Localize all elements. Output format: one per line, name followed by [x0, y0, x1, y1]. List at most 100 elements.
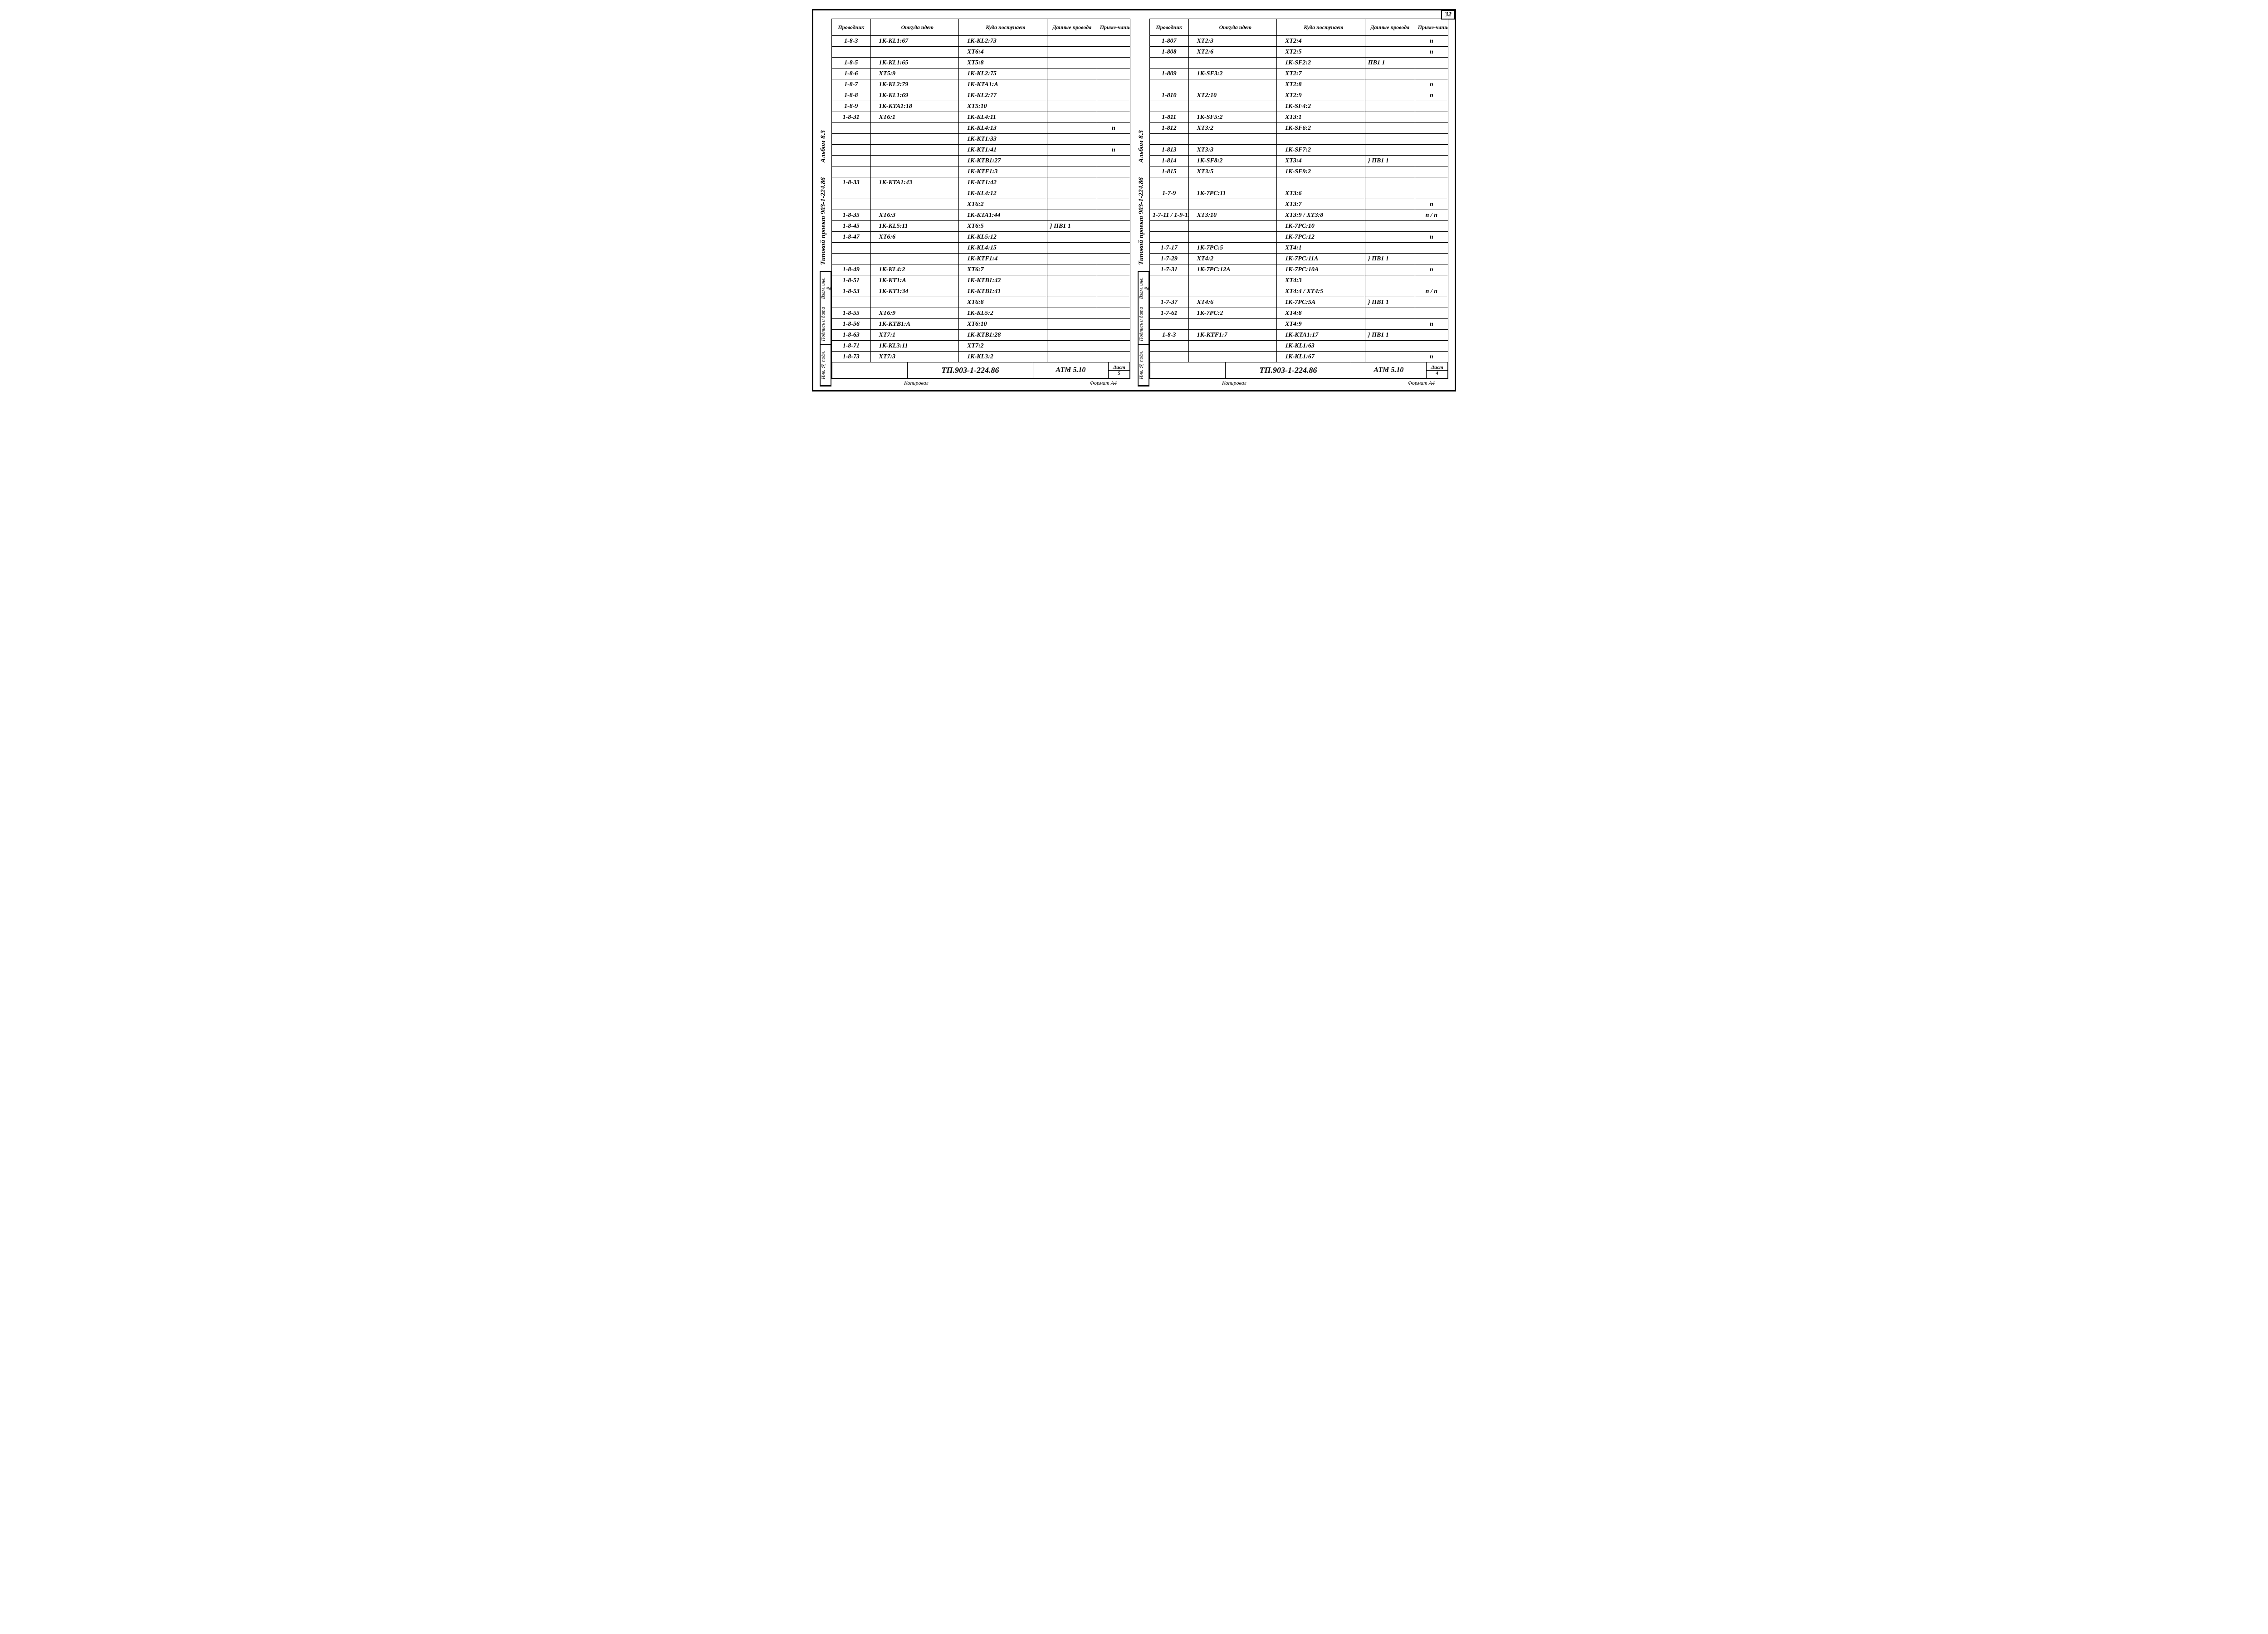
footer-format: Формат А4: [1408, 380, 1435, 386]
cell: [1047, 90, 1097, 101]
table-row: 1-8-31К-КТF1:71К-КТА1:17} ПВ1 1: [1150, 330, 1448, 341]
cell: 1-8-6: [832, 68, 871, 79]
cell: [1188, 232, 1277, 243]
cell: 1К-КТF1:3: [959, 166, 1047, 177]
cell: } ПВ1 1: [1365, 254, 1415, 264]
cell: ХТ6:1: [870, 112, 959, 123]
tb-sheet-number: 4: [1436, 371, 1438, 376]
table-row: 1-8-451К-KL5:11ХТ6:5} ПВ1 1: [832, 221, 1130, 232]
cell: 1-815: [1150, 166, 1189, 177]
cell: ХТ3:2: [1188, 123, 1277, 134]
cell: [1097, 341, 1130, 352]
table-row: 1-807ХТ2:3ХТ2:4п: [1150, 36, 1448, 47]
cell: ХТ2:4: [1277, 36, 1365, 47]
tb-atm-code: АТМ 5.10: [1351, 362, 1426, 378]
tb-sheet-box: Лист 4: [1426, 362, 1447, 378]
footer-copied: Копировал: [1222, 380, 1246, 386]
cell: 1К-КТВ1:А: [870, 319, 959, 330]
th-from: Откуда идет: [870, 19, 959, 36]
right-panel: Альбом 8.3 Типовой проект 903-1-224.86 В…: [1138, 19, 1448, 386]
cell: п: [1415, 319, 1448, 330]
page-number: 32: [1441, 10, 1456, 20]
cell: 1К-KL4:2: [870, 264, 959, 275]
table-row: 1-810ХТ2:10ХТ2:9п: [1150, 90, 1448, 101]
cell: [1365, 188, 1415, 199]
cell: 1К-SF8:2: [1188, 156, 1277, 166]
cell: [1150, 221, 1189, 232]
table-row: 1-8-331К-КТА1:431К-КТ1:42: [832, 177, 1130, 188]
cell: [1097, 47, 1130, 58]
table-row: ХТ6:2: [832, 199, 1130, 210]
connections-table-right: Проводник Откуда идет Куда поступает Дан…: [1149, 19, 1448, 362]
cell: [1365, 112, 1415, 123]
cell: ХТ4:3: [1277, 275, 1365, 286]
th-to: Куда поступает: [1277, 19, 1365, 36]
table-row: 1К-SF2:2ПВ1 1: [1150, 58, 1448, 68]
cell: [870, 297, 959, 308]
cell: [1365, 210, 1415, 221]
cell: 1К-КТ1:41: [959, 145, 1047, 156]
cell: [1415, 123, 1448, 134]
cell: ХТ4:1: [1277, 243, 1365, 254]
tb-drawing-code: ТП.903-1-224.86: [907, 362, 1032, 378]
cell: п: [1415, 199, 1448, 210]
cell: [1150, 79, 1189, 90]
cell: 1К-KL2:79: [870, 79, 959, 90]
cell: 1К-КТА1:А: [959, 79, 1047, 90]
cell: ХТ3:6: [1277, 188, 1365, 199]
cell: [1365, 79, 1415, 90]
cell: } ПВ1 1: [1365, 156, 1415, 166]
cell: [1047, 330, 1097, 341]
tb-sheet-label: Лист: [1109, 365, 1129, 371]
cell: [1097, 330, 1130, 341]
cell: ХТ6:5: [959, 221, 1047, 232]
cell: 1К-КТВ1:41: [959, 286, 1047, 297]
cell: [1097, 134, 1130, 145]
table-row: 1-8-491К-KL4:2ХТ6:7: [832, 264, 1130, 275]
left-side-labels: Альбом 8.3 Типовой проект 903-1-224.86 В…: [820, 19, 830, 386]
cell: [1047, 156, 1097, 166]
cell: [1277, 177, 1365, 188]
cell: [1415, 221, 1448, 232]
cell: 1К-КТВ1:27: [959, 156, 1047, 166]
cell: п / п: [1415, 286, 1448, 297]
table-row: 1-8-35ХТ6:31К-КТА1:44: [832, 210, 1130, 221]
cell: п: [1415, 264, 1448, 275]
cell: ХТ4:4 / ХТ4:5: [1277, 286, 1365, 297]
cell: 1-7-37: [1150, 297, 1189, 308]
cell: 1-7-31: [1150, 264, 1189, 275]
cell: [870, 166, 959, 177]
cell: ХТ2:10: [1188, 90, 1277, 101]
cell: ХТ2:6: [1188, 47, 1277, 58]
cell: [832, 166, 871, 177]
table-row: 1К-KL4:12: [832, 188, 1130, 199]
side-cell: Взам. инв. №: [1139, 272, 1149, 304]
table-row: 1-7-29ХТ4:21К-7РС:11А} ПВ1 1: [1150, 254, 1448, 264]
cell: [1097, 101, 1130, 112]
cell: [1150, 58, 1189, 68]
table-row: ХТ4:9п: [1150, 319, 1448, 330]
table-row: 1-8-711К-KL3:11ХТ7:2: [832, 341, 1130, 352]
th-conductor: Проводник: [1150, 19, 1189, 36]
cell: 1К-KL1:67: [870, 36, 959, 47]
cell: [1415, 330, 1448, 341]
cell: [1150, 341, 1189, 352]
cell: 1К-КТF1:4: [959, 254, 1047, 264]
cell: [1097, 254, 1130, 264]
cell: ХТ6:10: [959, 319, 1047, 330]
cell: п: [1415, 232, 1448, 243]
table-row: 1К-КТ1:33: [832, 134, 1130, 145]
left-panel: Альбом 8.3 Типовой проект 903-1-224.86 В…: [820, 19, 1130, 386]
cell: 1-8-53: [832, 286, 871, 297]
cell: ХТ6:6: [870, 232, 959, 243]
cell: [1047, 275, 1097, 286]
cell: [1150, 232, 1189, 243]
cell: [1365, 199, 1415, 210]
cell: [1047, 177, 1097, 188]
drawing-sheet: 32 Альбом 8.3 Типовой проект 903-1-224.8…: [812, 9, 1456, 391]
side-label-album: Альбом 8.3: [820, 127, 830, 166]
cell: ХТ7:3: [870, 352, 959, 362]
cell: [870, 123, 959, 134]
cell: [1365, 352, 1415, 362]
table-row: 1К-КТF1:4: [832, 254, 1130, 264]
